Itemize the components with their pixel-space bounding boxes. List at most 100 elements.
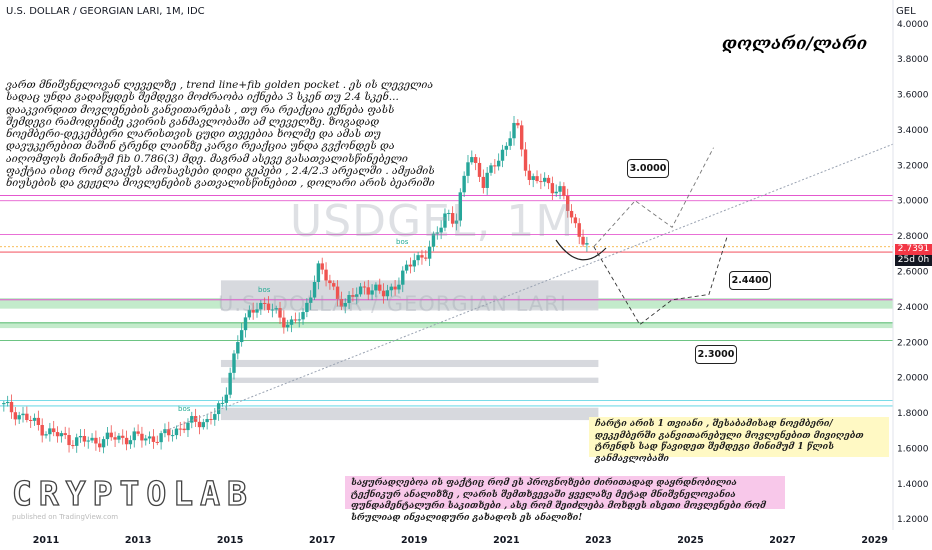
symbol-header[interactable]: U.S. DOLLAR / GEORGIAN LARI, 1M, IDC [6,6,205,17]
candle-body [36,417,41,426]
candle-body [485,172,489,188]
candle-body [339,298,344,307]
candle-body [174,428,179,436]
x-tick-label: 2019 [401,535,427,546]
candle-body [128,440,133,445]
candle-body [289,319,294,325]
candle-body [144,438,148,441]
candle-body [243,317,248,331]
candle-body [447,213,451,215]
candle-body [270,309,275,311]
candle-body [550,183,555,194]
candle-body [358,286,363,295]
candle-body [493,165,497,167]
candle-body [178,428,182,430]
candle-body [328,280,332,284]
candle-body [297,319,301,321]
candle-body [416,255,420,261]
candle-body [566,195,570,211]
candle-body [309,297,313,303]
candle-body [320,263,324,270]
candle-body [197,421,202,428]
candle-body [282,317,286,328]
x-tick-label: 2021 [493,535,519,546]
candle-body [539,181,543,183]
candle-body [473,157,478,163]
y-tick-label: 3.0000 [897,197,929,207]
candle-body [124,437,129,445]
candle-body [224,394,229,403]
candle-body [55,432,60,437]
candle-body [259,302,263,310]
candle-body [496,160,501,167]
y-tick-label: 1.2000 [897,515,929,525]
y-tick-label: 2.0000 [897,374,929,384]
candle-body [17,415,21,420]
candle-body [381,290,386,297]
candle-body [569,210,574,218]
candle-body [163,429,167,434]
candle-body [132,431,136,441]
candle-body [412,260,416,267]
candle-body [301,312,305,320]
candle-body [573,217,578,224]
x-tick-label: 2017 [309,535,335,546]
candle-body [236,342,240,354]
candle-body [239,330,244,343]
bar-countdown-tag: 25d 0h [895,255,932,266]
candle-body [182,428,186,431]
candle-body [75,437,79,446]
callout-2300: 2.3000 [695,345,737,364]
candle-body [21,413,25,416]
candle-body [458,192,463,221]
candle-layer [2,115,589,454]
y-tick-label: 1.6000 [897,444,929,454]
candle-body [389,286,393,291]
candle-body [581,236,585,245]
candle-body [48,428,52,435]
candle-body [71,445,75,447]
candle-body [5,401,10,404]
candle-body [462,175,466,193]
candle-body [151,436,156,442]
price-axis[interactable]: 4.0000 3.8000 3.6000 3.4000 3.2000 3.0000 2.80… [897,20,929,525]
candle-body [213,414,217,420]
candle-body [424,257,428,259]
candle-body [401,270,405,285]
candle-body [466,162,470,176]
candle-body [378,284,382,291]
candle-body [201,422,206,428]
candle-body [393,286,397,290]
time-axis[interactable]: 2011 2013 2015 2017 2019 2021 2023 2025 2027 2029 [33,535,888,546]
cryptolab-logo: CRYPTOLAB [11,473,254,513]
candle-body [374,284,378,291]
candle-body [542,177,547,182]
y-tick-label: 1.8000 [897,409,929,419]
y-tick-label: 3.6000 [897,91,929,101]
candle-body [105,432,110,440]
zone-gray [220,377,599,383]
candle-body [293,319,298,321]
candle-body [385,290,390,297]
candle-body [90,437,94,441]
last-price-tag: 2.7391 [895,244,932,255]
candle-body [305,302,309,313]
candle-body [251,309,255,313]
candle-body [121,435,125,438]
candle-body [228,372,232,395]
candle-body [332,283,336,287]
yellow-note-box: ჩარტი არის 1 თვიანი , შესაბამისად ნოემბე… [589,417,889,464]
x-tick-label: 2027 [769,535,795,546]
candle-body [278,308,282,318]
candle-body [274,308,278,310]
candle-body [370,290,374,295]
candle-body [247,309,252,318]
candle-body [450,213,455,224]
candle-body [13,412,18,420]
level-layer [0,195,893,407]
candle-body [109,432,113,438]
candle-body [477,162,482,177]
candle-body [312,281,317,298]
currency-label: GEL [896,6,916,17]
